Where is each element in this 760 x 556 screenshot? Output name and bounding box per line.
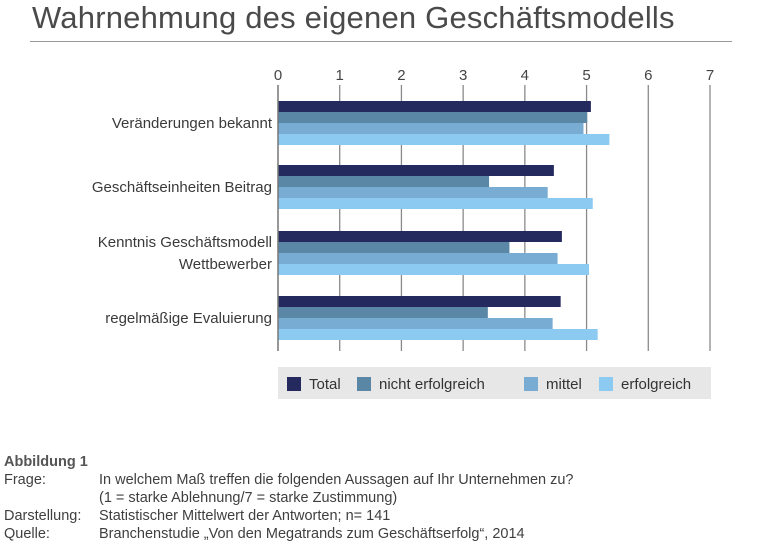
footer-row-label — [4, 489, 99, 507]
footer-row-label: Darstellung: — [4, 508, 82, 524]
bar — [278, 165, 554, 176]
bar — [278, 198, 593, 209]
legend-swatch — [287, 377, 301, 391]
figure-notes: Abbildung 1 Frage: In welchem Maß treffe… — [4, 454, 574, 543]
bar-chart: 0 1 2 3 4 5 6 7 Veränderungen bekannt Geschäftsei… — [92, 67, 714, 399]
category-label: Geschäftseinheiten Beitrag — [92, 179, 272, 196]
footer-row: (1 = starke Ablehnung/7 = starke Zustimm… — [4, 489, 574, 507]
bar — [278, 307, 488, 318]
bar — [278, 264, 590, 275]
footer-row: Darstellung: Statistischer Mittelwert de… — [4, 507, 574, 525]
footer-row-text: Branchenstudie „Von den Megatrands zum G… — [99, 526, 525, 542]
bar — [278, 187, 548, 198]
bar — [278, 231, 562, 242]
bar — [278, 318, 553, 329]
page-title: Wahrnehmung des eigenen Geschäftsmodells — [32, 0, 675, 35]
legend-label: Total — [309, 376, 341, 393]
x-tick-label: 3 — [459, 67, 467, 84]
legend-swatch — [524, 377, 538, 391]
legend-swatch — [357, 377, 371, 391]
legend-swatch — [599, 377, 613, 391]
title-divider — [30, 41, 732, 42]
legend-label: erfolgreich — [621, 376, 691, 393]
bar — [278, 101, 591, 112]
bar — [278, 176, 490, 187]
footer-row: Frage: In welchem Maß treffen die folgen… — [4, 471, 574, 489]
footer-row: Quelle: Branchenstudie „Von den Megatran… — [4, 525, 574, 543]
x-tick-label: 5 — [582, 67, 590, 84]
footer-row-text: (1 = starke Ablehnung/7 = starke Zustimm… — [99, 490, 398, 506]
x-tick-label: 1 — [336, 67, 344, 84]
footer-row-label: Quelle: — [4, 526, 50, 542]
category-label: Wettbewerber — [179, 256, 272, 273]
category-label: Kenntnis Geschäftsmodell — [98, 234, 272, 251]
legend-label: nicht erfolgreich — [379, 376, 485, 393]
legend-background — [278, 367, 711, 399]
x-tick-label: 2 — [397, 67, 405, 84]
bar — [278, 296, 561, 307]
footer-row-label: Frage: — [4, 472, 46, 488]
x-tick-label: 0 — [274, 67, 282, 84]
x-tick-label: 6 — [644, 67, 652, 84]
category-label: Veränderungen bekannt — [112, 115, 273, 132]
bar — [278, 123, 584, 134]
bar — [278, 242, 510, 253]
x-tick-label: 4 — [521, 67, 529, 84]
category-label: regelmäßige Evaluierung — [105, 310, 272, 327]
bar — [278, 253, 558, 264]
bar — [278, 112, 588, 123]
footer-row-text: Statistischer Mittelwert der Antworten; … — [99, 508, 391, 524]
bar — [278, 134, 610, 145]
footer-row-text: In welchem Maß treffen die folgenden Aus… — [99, 472, 574, 488]
bar — [278, 329, 598, 340]
x-tick-label: 7 — [706, 67, 714, 84]
legend-label: mittel — [546, 376, 582, 393]
figure-caption: Abbildung 1 — [4, 454, 88, 470]
